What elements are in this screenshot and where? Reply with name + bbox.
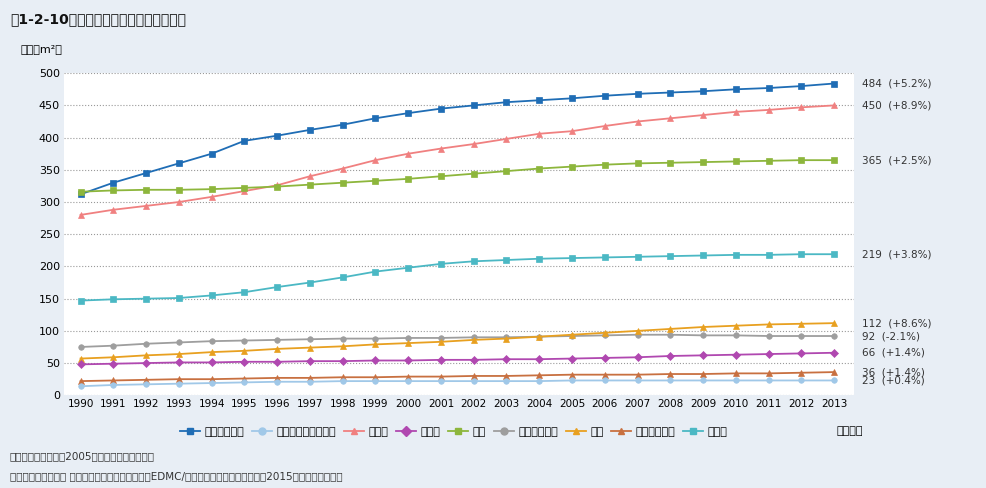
Text: 219  (+3.8%): 219 (+3.8%) xyxy=(861,249,931,259)
Text: 92  (-2.1%): 92 (-2.1%) xyxy=(861,331,919,341)
Text: 資料：一般財団法人 日本エネルギー経済研究所「EDMC/エネルギー・経済統計要覧（2015年版）」より作成: 資料：一般財団法人 日本エネルギー経済研究所「EDMC/エネルギー・経済統計要覧… xyxy=(10,471,342,481)
Text: 112  (+8.6%): 112 (+8.6%) xyxy=(861,318,931,328)
Text: 484  (+5.2%): 484 (+5.2%) xyxy=(861,79,931,88)
Legend: 事務所・ビル, デパート・スーパー, 卸小売, 飲食店, 学校, ホテル・旅館, 病院, 劇場・娯楽場, その他: 事務所・ビル, デパート・スーパー, 卸小売, 飲食店, 学校, ホテル・旅館,… xyxy=(176,422,732,441)
Text: 36  (+1.4%): 36 (+1.4%) xyxy=(861,367,924,377)
Text: （百万m²）: （百万m²） xyxy=(21,44,62,54)
Text: 365  (+2.5%): 365 (+2.5%) xyxy=(861,155,931,165)
Text: 図1-2-10　業務床面積（業種別）の推移: 図1-2-10 業務床面積（業種別）の推移 xyxy=(10,12,185,26)
Text: （年度）: （年度） xyxy=(836,426,863,436)
Text: 23  (+0.4%): 23 (+0.4%) xyxy=(861,375,924,386)
Text: 66  (+1.4%): 66 (+1.4%) xyxy=(861,348,924,358)
Text: 注：括弧内の数値は2005年比の増減率を示す。: 注：括弧内の数値は2005年比の増減率を示す。 xyxy=(10,451,155,461)
Text: 450  (+8.9%): 450 (+8.9%) xyxy=(861,101,931,110)
